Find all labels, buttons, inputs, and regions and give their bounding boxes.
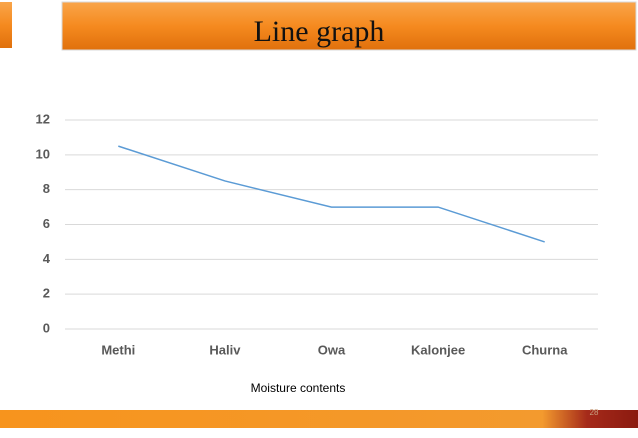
y-tick-label: 6 [43, 216, 50, 231]
plot: 0 2 4 6 8 10 12 Methi Haliv Owa Kalonjee Churna [36, 111, 598, 357]
footer-bar [0, 410, 638, 428]
x-tick-label: Churna [522, 342, 568, 357]
y-tick-label: 12 [36, 111, 50, 126]
x-tick-label: Owa [318, 342, 346, 357]
title-banner [61, 1, 637, 51]
side-block [0, 2, 12, 48]
x-tick-label: Kalonjee [411, 342, 465, 357]
y-tick-label: 4 [43, 251, 51, 266]
data-line [118, 145, 545, 243]
x-axis-label: Moisture contents [251, 381, 346, 395]
x-tick-label: Methi [101, 342, 135, 357]
chart-title: Line graph [254, 15, 385, 48]
y-tick-label: 10 [36, 146, 50, 161]
y-tick-label: 8 [43, 181, 50, 196]
x-tick-label: Haliv [209, 342, 241, 357]
y-tick-label: 0 [43, 320, 50, 335]
slide-number: 28 [590, 408, 599, 417]
y-tick-label: 2 [43, 286, 50, 301]
